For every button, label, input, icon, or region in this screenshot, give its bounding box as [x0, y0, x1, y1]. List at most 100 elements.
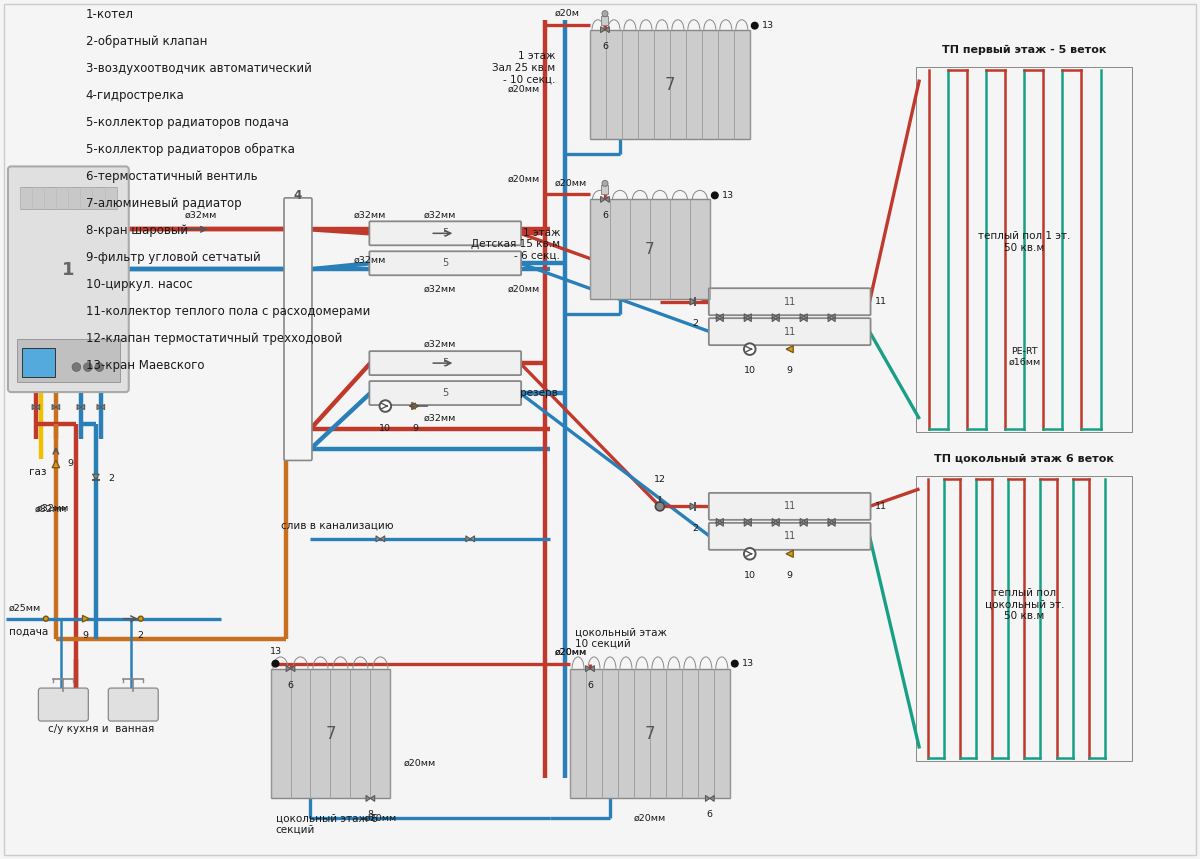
- Polygon shape: [800, 314, 804, 319]
- Polygon shape: [804, 518, 808, 523]
- Text: 11: 11: [784, 326, 796, 337]
- Polygon shape: [470, 536, 475, 542]
- Polygon shape: [80, 405, 85, 410]
- Text: 7: 7: [644, 724, 655, 742]
- Polygon shape: [716, 521, 720, 527]
- Text: 7: 7: [325, 724, 336, 742]
- Text: ТП цокольный этаж 6 веток: ТП цокольный этаж 6 веток: [935, 454, 1115, 464]
- Text: 6: 6: [602, 211, 608, 221]
- Polygon shape: [744, 317, 748, 321]
- Text: теплый пол 1 эт.
50 кв.м: теплый пол 1 эт. 50 кв.м: [978, 231, 1070, 253]
- Text: ø20мм: ø20мм: [508, 85, 540, 94]
- Text: 6: 6: [602, 41, 608, 51]
- Text: 13: 13: [742, 659, 754, 668]
- Polygon shape: [775, 314, 779, 319]
- Polygon shape: [786, 551, 793, 557]
- Polygon shape: [605, 27, 610, 33]
- Text: 4-гидрострелка: 4-гидрострелка: [86, 89, 185, 102]
- Text: ø20мм: ø20мм: [634, 813, 666, 822]
- Polygon shape: [772, 317, 775, 321]
- Text: 8: 8: [367, 810, 373, 819]
- Text: резерв: резерв: [520, 388, 558, 398]
- Text: 5-коллектор радиаторов обратка: 5-коллектор радиаторов обратка: [86, 143, 295, 156]
- Text: 13: 13: [270, 647, 282, 655]
- Bar: [23, 349, 54, 377]
- Polygon shape: [720, 521, 724, 527]
- Text: 9: 9: [413, 424, 419, 433]
- Text: теплый пол
цокольный эт.
50 кв.м: теплый пол цокольный эт. 50 кв.м: [984, 588, 1064, 621]
- Polygon shape: [828, 521, 832, 527]
- Circle shape: [379, 400, 391, 411]
- Text: 11-коллектор теплого пола с расходомерами: 11-коллектор теплого пола с расходомерам…: [86, 305, 371, 318]
- Text: ø20м: ø20м: [556, 9, 580, 18]
- Circle shape: [732, 661, 738, 667]
- Polygon shape: [804, 317, 808, 321]
- Polygon shape: [97, 405, 101, 410]
- FancyBboxPatch shape: [709, 493, 870, 520]
- Polygon shape: [804, 521, 808, 527]
- Text: 6: 6: [707, 810, 713, 819]
- Polygon shape: [775, 317, 779, 321]
- Polygon shape: [772, 518, 775, 523]
- Polygon shape: [720, 317, 724, 321]
- Polygon shape: [800, 521, 804, 527]
- Text: 1 этаж
Детская 15 кв.м
- 6 секц.: 1 этаж Детская 15 кв.м - 6 секц.: [472, 228, 560, 261]
- Text: 10-циркул. насос: 10-циркул. насос: [86, 277, 192, 290]
- Text: 6-термостатичный вентиль: 6-термостатичный вентиль: [86, 170, 258, 183]
- Polygon shape: [772, 521, 775, 527]
- Text: ø20мм: ø20мм: [556, 648, 587, 656]
- Circle shape: [602, 10, 608, 16]
- Text: ø20мм: ø20мм: [556, 179, 587, 187]
- Polygon shape: [690, 298, 696, 305]
- Polygon shape: [772, 314, 775, 319]
- Text: 2: 2: [692, 320, 698, 328]
- Text: 9: 9: [83, 631, 89, 640]
- Text: ø32мм: ø32мм: [35, 504, 67, 514]
- FancyBboxPatch shape: [38, 688, 89, 721]
- Polygon shape: [744, 518, 748, 523]
- Polygon shape: [32, 405, 36, 410]
- Polygon shape: [800, 317, 804, 321]
- Text: 10: 10: [744, 570, 756, 580]
- Polygon shape: [52, 460, 60, 467]
- Bar: [601, 186, 608, 194]
- Polygon shape: [832, 521, 835, 527]
- Text: 5: 5: [442, 228, 449, 238]
- Text: ø20мм: ø20мм: [556, 648, 587, 656]
- Polygon shape: [748, 518, 751, 523]
- Text: ø25мм: ø25мм: [8, 604, 41, 612]
- Text: ø32мм: ø32мм: [354, 255, 386, 265]
- Polygon shape: [800, 518, 804, 523]
- Text: 12-клапан термостатичный трехходовой: 12-клапан термостатичный трехходовой: [86, 332, 342, 344]
- Text: ø20мм: ø20мм: [404, 758, 437, 767]
- Polygon shape: [290, 666, 295, 672]
- Text: 9: 9: [787, 570, 793, 580]
- Bar: [590, 30, 750, 139]
- Circle shape: [272, 661, 278, 667]
- Text: 4: 4: [294, 189, 302, 202]
- FancyBboxPatch shape: [284, 198, 312, 460]
- Polygon shape: [286, 666, 290, 672]
- Text: 2: 2: [138, 631, 144, 640]
- Polygon shape: [786, 345, 793, 353]
- Text: 12: 12: [654, 475, 666, 484]
- Text: 1 этаж
Зал 25 кв.м
- 10 секц.: 1 этаж Зал 25 кв.м - 10 секц.: [492, 52, 556, 85]
- Polygon shape: [600, 197, 605, 203]
- Polygon shape: [586, 666, 590, 672]
- FancyBboxPatch shape: [709, 523, 870, 550]
- Polygon shape: [775, 521, 779, 527]
- Text: 9-фильтр угловой сетчатый: 9-фильтр угловой сетчатый: [86, 251, 260, 264]
- Text: 11: 11: [875, 502, 887, 511]
- Polygon shape: [376, 536, 380, 542]
- Polygon shape: [828, 314, 832, 319]
- Polygon shape: [706, 795, 710, 801]
- FancyBboxPatch shape: [370, 252, 521, 275]
- Text: 7: 7: [646, 241, 655, 257]
- Text: цокольный этаж
10 секций: цокольный этаж 10 секций: [575, 627, 667, 649]
- Bar: [917, 476, 1132, 761]
- Polygon shape: [77, 405, 80, 410]
- FancyBboxPatch shape: [8, 167, 128, 392]
- Text: 8-кран шаровый: 8-кран шаровый: [86, 224, 188, 237]
- FancyBboxPatch shape: [709, 318, 870, 345]
- Polygon shape: [600, 27, 605, 33]
